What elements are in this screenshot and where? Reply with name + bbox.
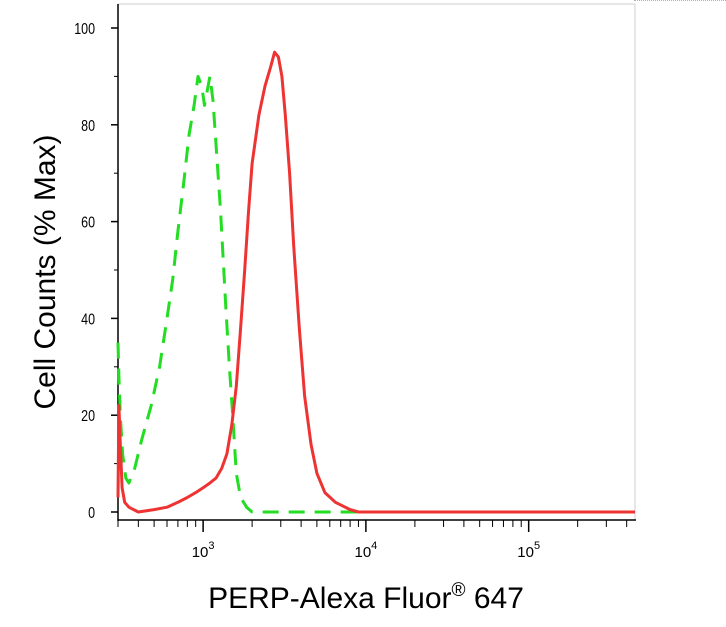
x-tick-label: 103 — [192, 540, 215, 561]
x-tick-label-exponent: 4 — [371, 540, 377, 552]
y-axis-label: Cell Counts (% Max) — [29, 134, 62, 409]
histogram-series — [116, 50, 635, 514]
x-tick-label-base: 10 — [517, 544, 534, 561]
y-tick-label: 80 — [81, 117, 95, 135]
x-tick-label-exponent: 5 — [534, 540, 540, 552]
y-tick-label: 60 — [81, 214, 95, 232]
x-axis-label-registered: ® — [452, 580, 466, 601]
y-tick-label: 40 — [81, 311, 95, 329]
isotype-control-histogram — [116, 74, 635, 514]
x-tick-label-exponent: 3 — [208, 540, 214, 552]
x-axis-label-main: PERP-Alexa Fluor — [208, 582, 451, 615]
x-axis-label-tail: 647 — [466, 582, 524, 615]
y-axis-ticks: 0 20 40 60 80 100 — [74, 21, 118, 523]
x-tick-label-base: 10 — [354, 544, 371, 561]
y-tick-label: 0 — [88, 505, 95, 523]
x-tick-label: 105 — [517, 540, 540, 561]
y-tick-label: 20 — [81, 408, 95, 426]
x-tick-label: 104 — [354, 540, 377, 561]
y-tick-label: 100 — [74, 21, 95, 39]
perp-stained-histogram — [116, 50, 635, 514]
top-right-dotted-border — [634, 0, 726, 2]
x-tick-label-base: 10 — [192, 544, 209, 561]
x-axis-ticks: 103 104 105 — [117, 520, 628, 561]
x-axis-label: PERP-Alexa Fluor® 647 — [208, 580, 524, 615]
